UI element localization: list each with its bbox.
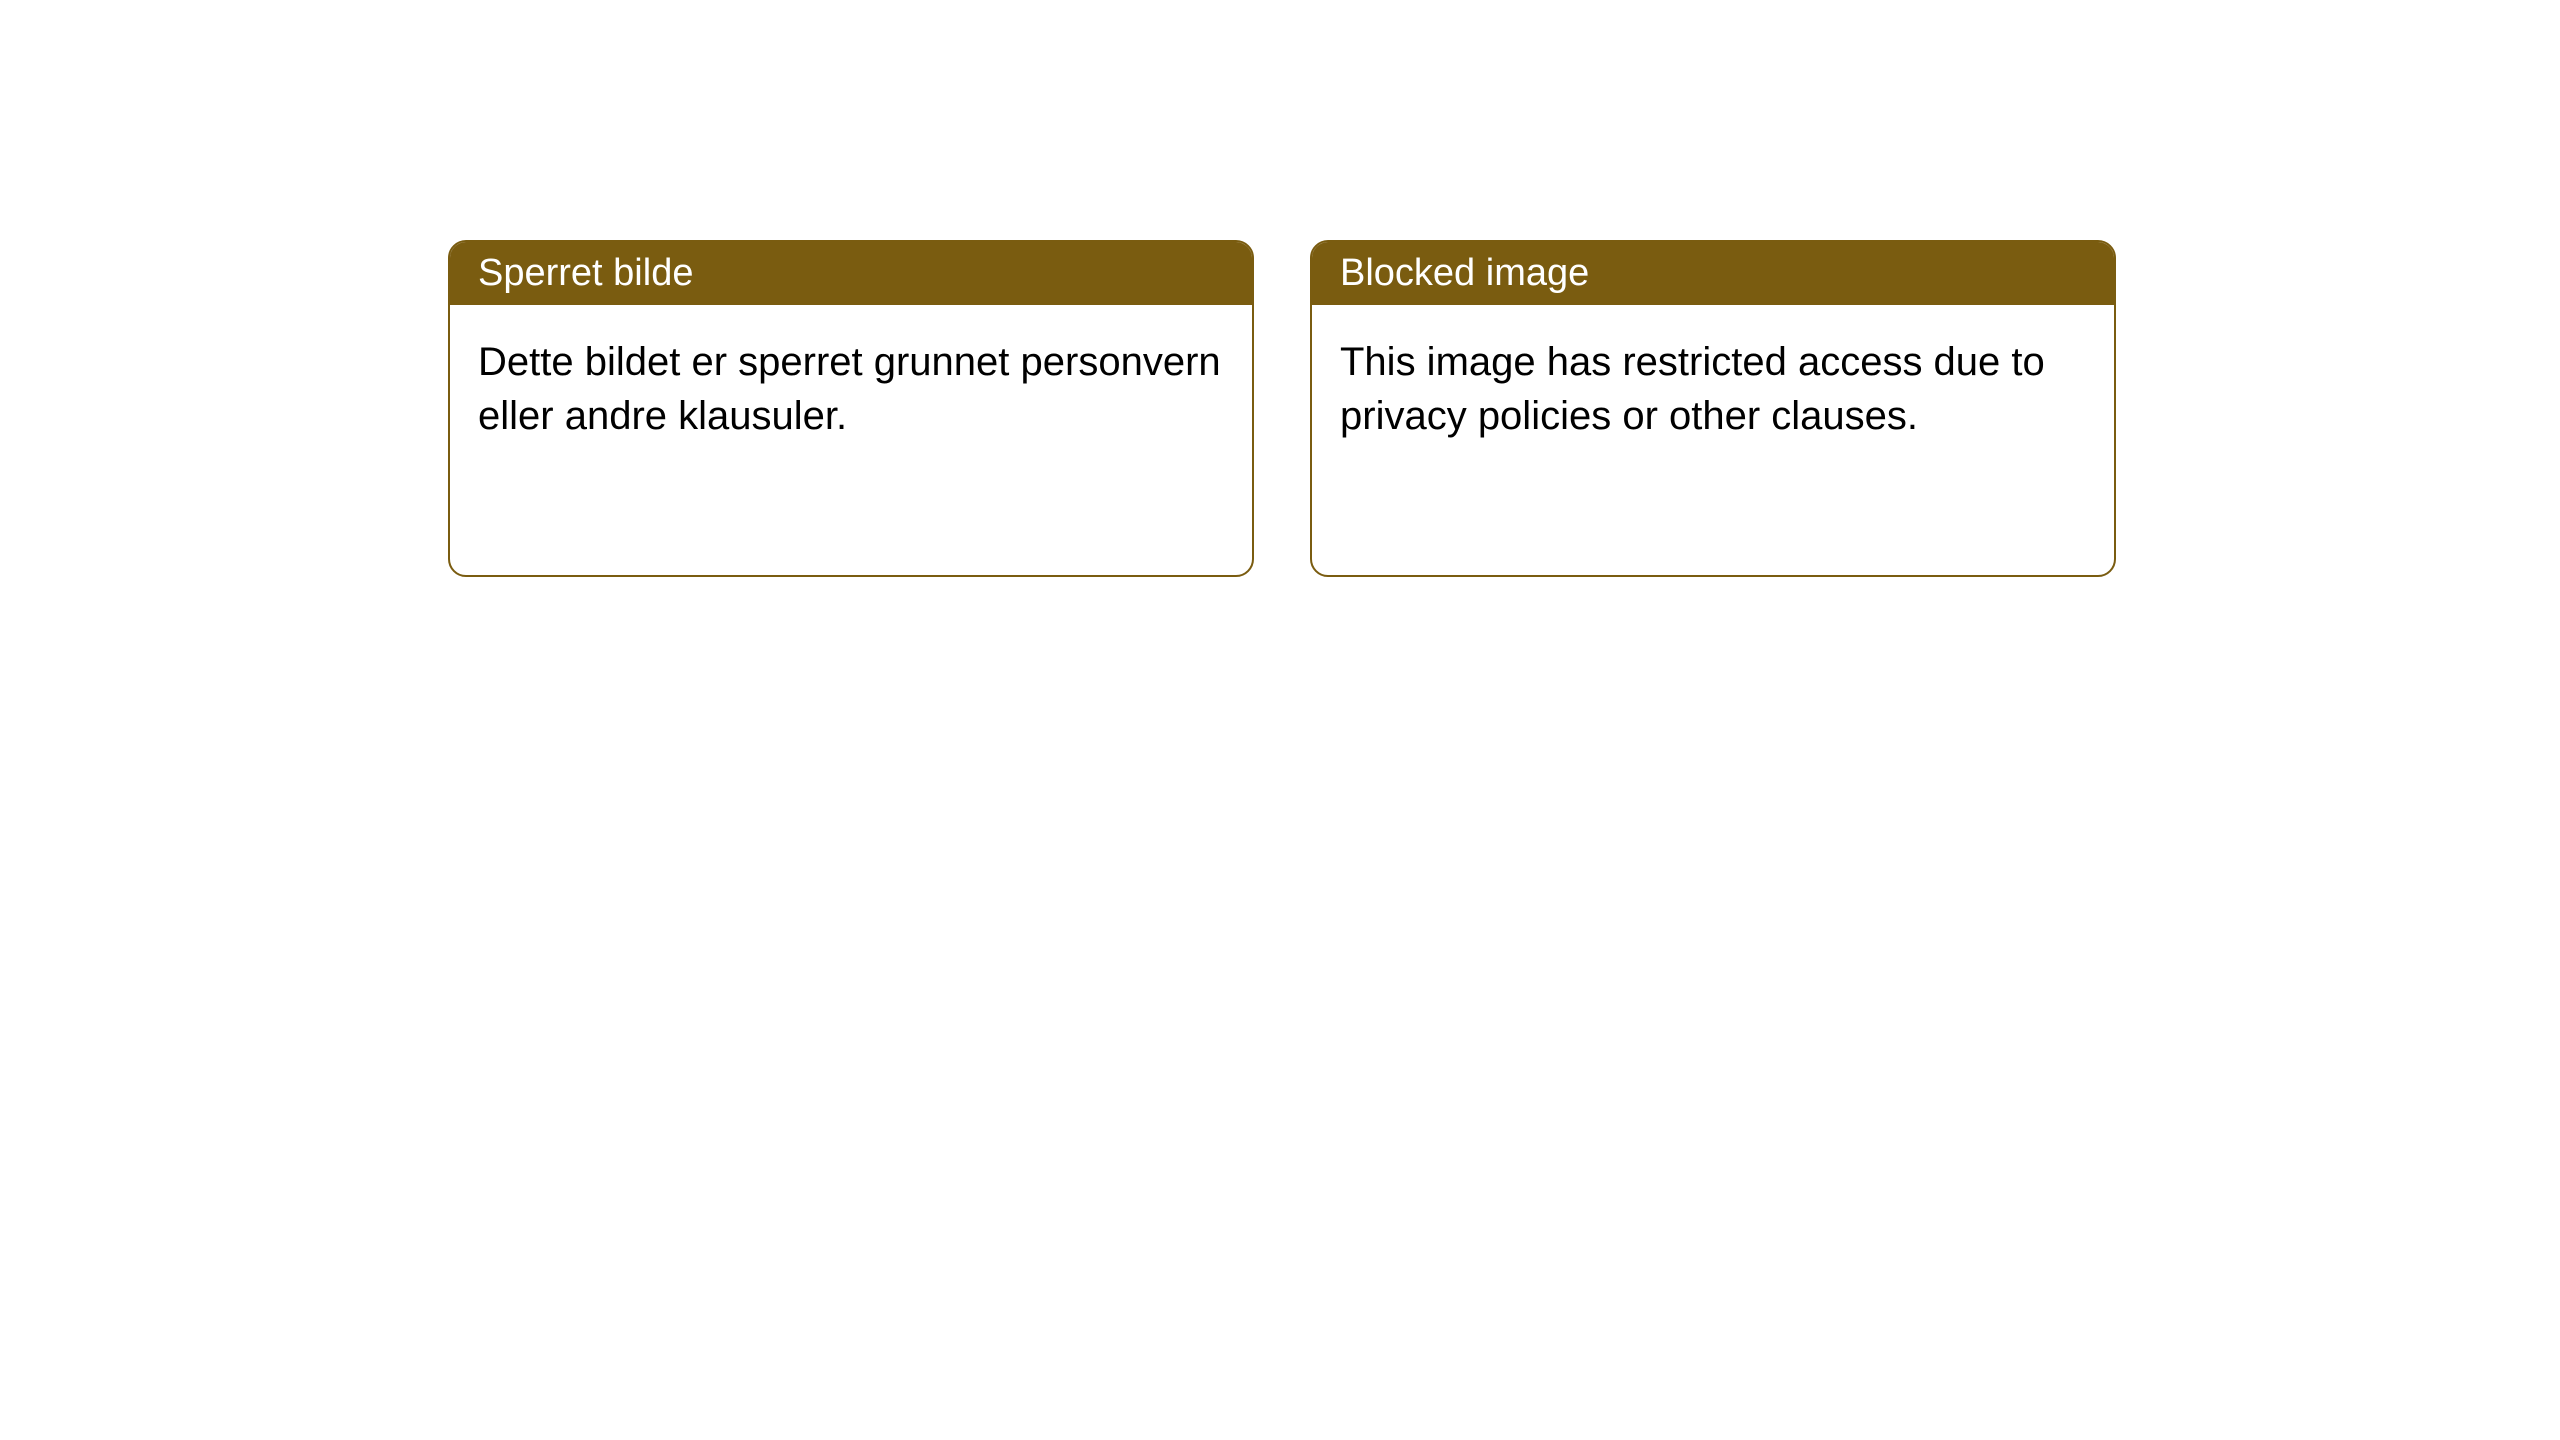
card-body: This image has restricted access due to … [1312, 305, 2114, 575]
card-title: Blocked image [1340, 252, 1589, 294]
card-message: This image has restricted access due to … [1340, 340, 2045, 438]
blocked-image-card-norwegian: Sperret bilde Dette bildet er sperret gr… [448, 240, 1254, 577]
card-body: Dette bildet er sperret grunnet personve… [450, 305, 1252, 575]
card-header: Sperret bilde [450, 242, 1252, 305]
card-header: Blocked image [1312, 242, 2114, 305]
blocked-image-card-english: Blocked image This image has restricted … [1310, 240, 2116, 577]
card-message: Dette bildet er sperret grunnet personve… [478, 340, 1221, 438]
card-container: Sperret bilde Dette bildet er sperret gr… [448, 240, 2116, 577]
card-title: Sperret bilde [478, 252, 693, 294]
